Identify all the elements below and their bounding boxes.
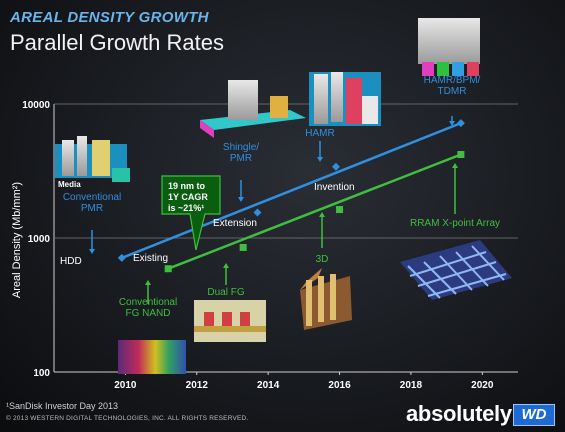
cagr-callout: 19 nm to 1Y CAGR is ~21%¹ xyxy=(161,175,221,251)
hdd-data-point xyxy=(253,208,262,217)
x-tick-label: 2010 xyxy=(114,380,137,391)
3d-nand-stack xyxy=(300,268,352,330)
copyright: © 2013 WESTERN DIGITAL TECHNOLOGIES, INC… xyxy=(6,415,249,422)
label-arrowhead xyxy=(452,163,458,168)
chart-label: Conventional PMR xyxy=(63,192,121,214)
hdd-trend-line xyxy=(121,121,462,260)
nand-data-point xyxy=(336,206,344,214)
y-tick-label: 100 xyxy=(33,368,50,379)
nand-trend-line xyxy=(167,153,462,270)
x-tick-label: 2016 xyxy=(328,380,351,391)
footnote: ¹SanDisk Investor Day 2013 xyxy=(6,401,119,411)
callout-line-1: 19 nm to xyxy=(168,181,206,191)
label-arrowhead xyxy=(449,121,455,126)
x-tick-label: 2012 xyxy=(186,380,209,391)
chart-label: Invention xyxy=(314,182,355,193)
brand-tagline: absolutely xyxy=(406,401,512,426)
label-arrowhead xyxy=(223,263,229,268)
wd-logo: WD xyxy=(513,404,555,426)
hdd-data-point xyxy=(456,119,465,128)
chart-label: Extension xyxy=(213,218,257,229)
dual-fg-cross-section xyxy=(194,300,266,342)
slide-title: Parallel Growth Rates xyxy=(10,30,224,55)
hdd-head-illustration-hamr-bpm xyxy=(418,18,480,76)
callout-line-3: is ~21%¹ xyxy=(168,203,204,213)
x-tick-label: 2018 xyxy=(400,380,423,391)
chart-label: HAMR/BPM/TDMR xyxy=(424,75,481,97)
hdd-head-illustration-hamr xyxy=(309,72,381,126)
label-arrowhead xyxy=(89,249,95,254)
label-arrowhead xyxy=(238,197,244,202)
label-arrowhead xyxy=(319,212,325,217)
y-tick-label: 1000 xyxy=(28,234,51,245)
chart-label: Dual FG xyxy=(207,287,244,298)
nand-data-point xyxy=(164,265,172,273)
chart-label: HAMR xyxy=(305,128,334,139)
section-kicker: AREAL DENSITY GROWTH xyxy=(10,9,209,26)
nand-data-point xyxy=(457,150,465,158)
x-tick-label: 2020 xyxy=(471,380,494,391)
chart-label: RRAM X-point Array xyxy=(410,218,500,229)
chart-label: Existing xyxy=(133,253,168,264)
y-tick-label: 10000 xyxy=(22,100,50,111)
nand-wafer-image xyxy=(118,340,186,374)
chart-label: 3D xyxy=(316,254,329,265)
hdd-head-illustration-shingle xyxy=(200,80,306,138)
rram-crosspoint-array xyxy=(400,240,512,300)
media-label-1: Media xyxy=(58,180,81,189)
hdd-data-point xyxy=(331,162,340,171)
label-arrowhead xyxy=(317,157,323,162)
y-axis-label: Areal Density (Mb/mm²) xyxy=(11,182,23,298)
hdd-head-illustration-pmr: Media xyxy=(55,136,130,189)
nand-data-point xyxy=(239,243,247,251)
chart-label: Shingle/PMR xyxy=(223,142,259,164)
chart-label: HDD xyxy=(60,256,82,267)
hdd-data-point xyxy=(117,253,126,262)
callout-line-2: 1Y CAGR xyxy=(168,192,208,202)
label-arrowhead xyxy=(145,280,151,285)
x-tick-label: 2014 xyxy=(257,380,280,391)
